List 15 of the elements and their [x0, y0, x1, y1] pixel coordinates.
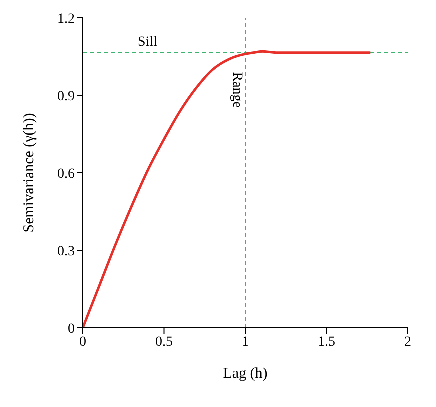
ref-line-label: Range	[230, 72, 245, 108]
x-tick-label: 1.5	[318, 334, 336, 350]
line-series	[83, 50, 372, 328]
x-tick-label: 0.5	[156, 334, 173, 350]
y-tick-label: 0	[68, 322, 75, 337]
x-tick-label: 0	[80, 334, 86, 350]
x-axis-title: Lag (h)	[223, 366, 268, 382]
y-tick-label: 0.3	[58, 244, 75, 260]
ref-line-label: Sill	[138, 34, 158, 50]
x-tick-label: 2	[404, 334, 412, 350]
y-tick-label: 1.2	[58, 12, 75, 27]
y-axis-title: Semivariance (γ(h))	[21, 113, 38, 233]
x-tick-label: 1	[242, 334, 249, 350]
y-tick-label: 0.6	[58, 166, 75, 182]
y-tick-label: 0.9	[58, 89, 75, 104]
